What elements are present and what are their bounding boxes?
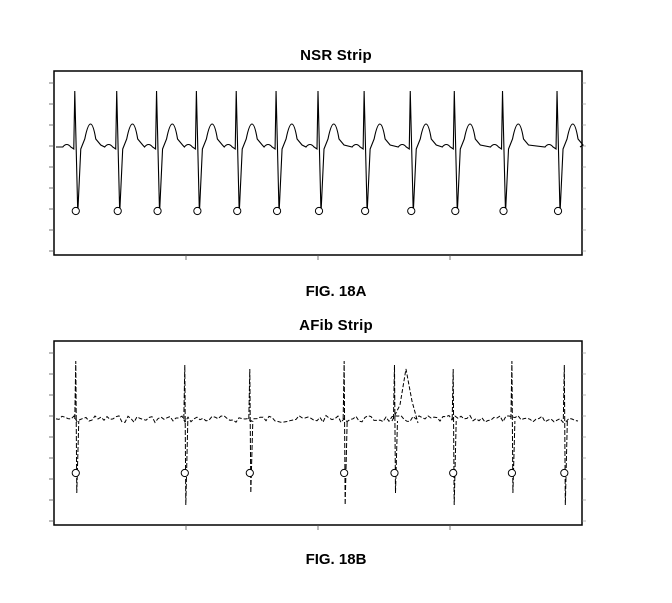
afib-qrs xyxy=(510,360,516,494)
plot-frame xyxy=(53,340,583,526)
beat-marker xyxy=(193,206,202,216)
beat-marker xyxy=(180,468,189,478)
beat-marker xyxy=(340,468,349,478)
beat-marker xyxy=(71,206,80,216)
beat-marker xyxy=(390,468,399,478)
nsr-strip-chart xyxy=(49,70,586,260)
beat-marker xyxy=(272,206,282,216)
afib-baseline xyxy=(55,414,579,424)
afib-strip-chart xyxy=(49,340,586,530)
afib-qrs xyxy=(248,368,254,494)
fig-18a-caption: FIG. 18A xyxy=(305,283,367,300)
beat-marker xyxy=(553,206,563,216)
afib-qrs xyxy=(392,364,398,494)
afib-qrs xyxy=(451,368,457,506)
beat-marker xyxy=(314,206,324,216)
nsr-strip-title: NSR Strip xyxy=(300,47,372,64)
nsr-trace xyxy=(56,90,584,214)
beat-marker xyxy=(71,468,80,478)
beat-marker xyxy=(407,206,416,216)
afib-strip-title: AFib Strip xyxy=(299,317,373,334)
beat-marker xyxy=(449,468,458,478)
beat-marker xyxy=(245,468,254,478)
beat-marker xyxy=(361,206,370,216)
beat-marker xyxy=(113,206,122,216)
fig-18b-caption: FIG. 18B xyxy=(305,551,367,568)
beat-marker xyxy=(451,206,460,216)
afib-qrs xyxy=(562,364,568,506)
afib-qrs xyxy=(74,360,80,494)
beat-marker xyxy=(233,206,242,216)
beat-marker xyxy=(153,206,162,216)
beat-marker xyxy=(560,468,569,478)
afib-irregular-wave xyxy=(391,368,419,424)
afib-qrs xyxy=(183,364,189,506)
afib-qrs xyxy=(342,360,348,506)
beat-marker xyxy=(507,468,517,478)
beat-marker xyxy=(499,206,508,216)
